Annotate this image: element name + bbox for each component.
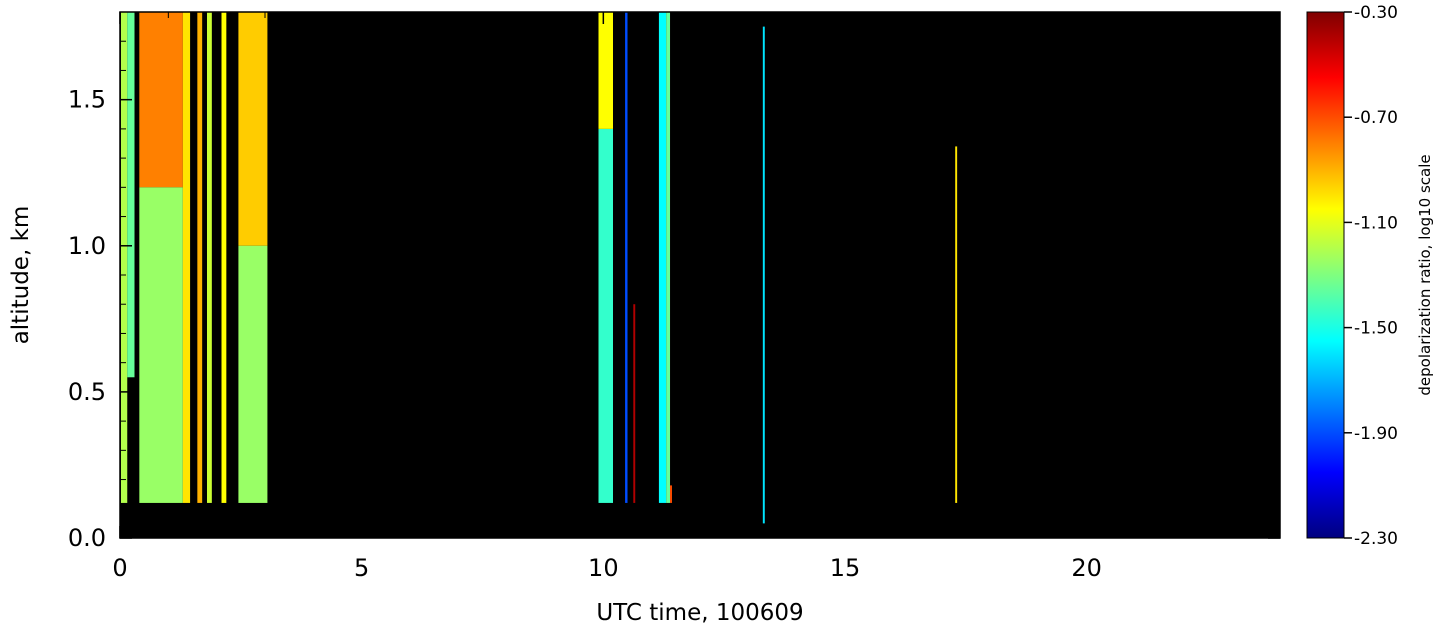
y-axis-title: altitude, km: [8, 206, 34, 345]
colorbar-title: depolarization ratio, log10 scale: [1416, 154, 1434, 395]
x-tick-label: 5: [354, 554, 369, 582]
x-axis-title: UTC time, 100609: [596, 600, 803, 626]
colorbar-tick-label: -0.70: [1354, 108, 1398, 128]
y-axis-ticks: 0.0 0.5 1.0 1.5: [68, 40, 1280, 552]
heatmap-cell-2: [139, 12, 183, 188]
heatmap-cell-1: [127, 12, 135, 378]
heatmap-cells: [120, 12, 958, 524]
colorbar-gradient: [1306, 11, 1345, 539]
y-tick-label: 0.0: [68, 524, 106, 552]
heatmap-cell-9: [238, 245, 268, 503]
heatmap-cell-13: [633, 304, 636, 503]
heatmap-cell-0: [120, 12, 128, 503]
heatmap-cell-10: [598, 128, 613, 503]
heatmap-cell-18: [955, 146, 958, 503]
x-tick-label: 10: [588, 554, 619, 582]
heatmap-cell-5: [197, 12, 203, 503]
heatmap-cell-11: [598, 12, 613, 129]
plot-background: [120, 12, 1280, 538]
colorbar-tick-label: -0.30: [1354, 3, 1398, 23]
colorbar-tick-label: -2.30: [1354, 529, 1398, 549]
y-tick-label: 1.5: [68, 86, 106, 114]
heatmap-cell-12: [625, 12, 628, 503]
heatmap-cell-3: [139, 187, 183, 503]
heatmap-cell-6: [207, 12, 212, 503]
colorbar-tick-label: -1.90: [1354, 424, 1398, 444]
heatmap-cell-17: [762, 26, 765, 524]
x-axis-ticks: 0 5 10 15 20: [112, 12, 1281, 582]
x-tick-label: 0: [112, 554, 127, 582]
colorbar-ticks: -0.30 -0.70 -1.10 -1.50 -1.90 -2.30: [1344, 3, 1398, 549]
plot-area: 0 5 10 15 20 0.0 0.5 1.0 1.5: [68, 11, 1281, 582]
heatmap-cell-7: [221, 12, 227, 503]
colorbar-tick-label: -1.10: [1354, 213, 1398, 233]
heatmap-cell-16: [670, 485, 672, 503]
colorbar-tick-label: -1.50: [1354, 319, 1398, 339]
x-tick-label: 15: [830, 554, 861, 582]
heatmap-cell-4: [182, 12, 191, 503]
heatmap-cell-14: [658, 12, 667, 503]
heatmap-cell-15: [666, 12, 671, 503]
colorbar: -0.30 -0.70 -1.10 -1.50 -1.90 -2.30 depolariz…: [1306, 3, 1434, 549]
y-tick-label: 1.0: [68, 232, 106, 260]
heatmap-cell-8: [238, 12, 268, 246]
x-tick-label: 20: [1071, 554, 1102, 582]
y-tick-label: 0.5: [68, 378, 106, 406]
